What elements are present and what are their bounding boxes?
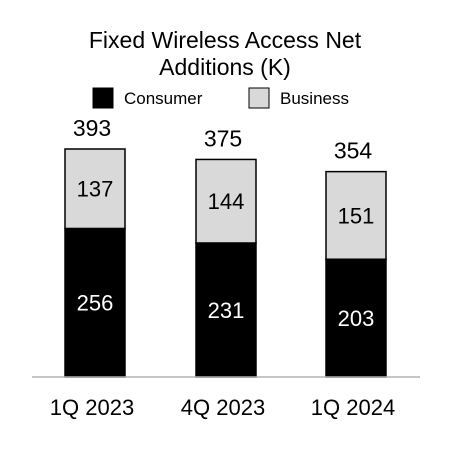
bars: 256 137 393 231 144 375 203 151 354 bbox=[64, 115, 387, 378]
bar-segment-consumer-0 bbox=[64, 227, 126, 378]
total-label-2: 354 bbox=[334, 138, 373, 164]
total-label-0: 393 bbox=[73, 115, 111, 141]
data-label-consumer-2: 203 bbox=[338, 306, 375, 331]
x-axis-categories: 1Q 2023 4Q 2023 1Q 2024 bbox=[50, 395, 395, 420]
legend-label-consumer: Consumer bbox=[124, 89, 203, 108]
x-tick-label-2: 1Q 2024 bbox=[311, 395, 395, 420]
data-label-consumer-1: 231 bbox=[208, 298, 245, 323]
data-label-business-1: 144 bbox=[208, 189, 245, 214]
chart-title-line-2: Additions (K) bbox=[159, 54, 291, 80]
x-tick-label-1: 4Q 2023 bbox=[181, 395, 265, 420]
data-label-consumer-0: 256 bbox=[77, 291, 114, 316]
legend-swatch-business bbox=[248, 87, 270, 109]
bar-segment-business-0 bbox=[64, 148, 126, 230]
total-label-1: 375 bbox=[204, 125, 242, 151]
legend-label-business: Business bbox=[280, 89, 349, 108]
x-tick-label-0: 1Q 2023 bbox=[50, 395, 134, 420]
bar-segment-business-1 bbox=[195, 158, 257, 244]
data-label-business-2: 151 bbox=[338, 203, 375, 228]
data-label-business-0: 137 bbox=[77, 177, 114, 202]
chart-title-line-1: Fixed Wireless Access Net bbox=[89, 27, 362, 53]
bar-segment-business-2 bbox=[325, 170, 387, 260]
legend: Consumer Business bbox=[92, 87, 349, 109]
legend-swatch-consumer bbox=[92, 87, 114, 109]
